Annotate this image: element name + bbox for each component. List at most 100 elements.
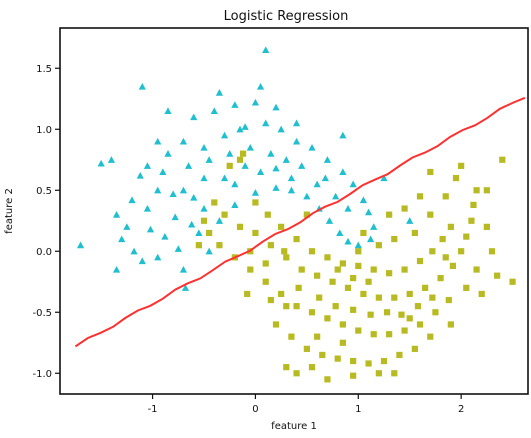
class-1-point	[411, 229, 418, 237]
class-0-point	[292, 119, 301, 127]
class-1-point	[334, 355, 341, 362]
class-0-point	[210, 107, 218, 115]
class-0-point	[282, 156, 290, 163]
class-1-point	[386, 331, 393, 338]
class-1-point	[401, 327, 408, 334]
class-0-point	[200, 204, 208, 212]
chart-title: Logistic Regression	[224, 9, 349, 24]
class-1-point	[449, 262, 457, 269]
class-0-point	[112, 265, 121, 273]
class-1-point	[499, 156, 506, 163]
y-tick-label: 1.0	[36, 125, 52, 136]
class-0-point	[159, 168, 167, 176]
class-1-point	[236, 156, 244, 163]
class-1-point	[329, 278, 336, 285]
class-1-point	[206, 229, 213, 237]
class-1-point	[324, 315, 331, 322]
class-0-point	[272, 103, 280, 111]
class-0-point	[303, 192, 311, 200]
class-0-point	[246, 143, 254, 151]
class-0-point	[215, 217, 224, 224]
class-1-point	[303, 345, 310, 352]
class-1-point	[452, 174, 460, 182]
class-1-point	[365, 360, 372, 367]
class-1-point	[267, 296, 274, 304]
class-0-point	[161, 233, 169, 240]
class-0-point	[226, 150, 234, 157]
class-0-point	[287, 174, 296, 182]
class-0-point	[181, 284, 190, 291]
class-0-point	[215, 89, 224, 96]
y-tick-label: 0.5	[36, 186, 52, 197]
class-0-point	[179, 265, 188, 273]
class-0-point	[138, 257, 146, 265]
class-1-point	[316, 294, 323, 301]
class-1-point	[370, 331, 377, 338]
class-1-point	[458, 248, 465, 255]
class-1-point	[429, 294, 436, 301]
class-1-point	[398, 311, 405, 318]
class-0-point	[256, 82, 265, 90]
class-1-point	[262, 278, 269, 285]
class-1-point	[478, 290, 485, 298]
class-0-point	[143, 162, 152, 169]
class-0-point	[123, 223, 131, 230]
class-1-point	[350, 275, 357, 282]
class-1-point	[391, 235, 398, 243]
class-0-point	[200, 143, 208, 151]
class-1-point	[463, 233, 470, 240]
class-1-point	[411, 345, 418, 352]
class-1-point	[355, 327, 362, 334]
class-0-point	[128, 196, 136, 204]
class-1-point	[406, 290, 413, 298]
class-1-point	[365, 278, 372, 285]
class-1-point	[314, 333, 321, 340]
class-1-point	[272, 321, 280, 328]
class-1-point	[427, 168, 434, 176]
class-0-point	[200, 174, 208, 182]
class-1-point	[416, 257, 424, 265]
class-1-point	[355, 262, 362, 269]
class-1-point	[429, 248, 436, 255]
class-1-point	[298, 266, 305, 273]
class-1-point	[360, 229, 367, 237]
class-0-point	[231, 180, 239, 188]
class-1-point	[334, 266, 341, 273]
class-0-point	[367, 235, 375, 243]
class-0-point	[97, 159, 105, 167]
class-0-point	[171, 213, 179, 221]
class-1-point	[350, 306, 357, 313]
class-1-point	[339, 339, 346, 346]
class-1-point	[236, 223, 244, 230]
class-0-point	[292, 137, 301, 145]
class-1-point	[473, 187, 480, 194]
class-1-point	[509, 278, 516, 285]
class-1-point	[406, 315, 413, 322]
class-1-point	[442, 193, 449, 200]
class-1-point	[283, 303, 290, 310]
class-0-point	[76, 241, 85, 249]
class-0-point	[277, 125, 285, 133]
class-1-point	[226, 162, 233, 169]
class-1-point	[391, 370, 398, 377]
class-0-point	[136, 172, 144, 179]
class-0-point	[169, 190, 177, 197]
class-1-point	[200, 217, 208, 224]
class-1-point	[458, 162, 465, 169]
class-1-point	[211, 199, 218, 206]
x-tick-label: -1	[148, 404, 158, 415]
class-0-point	[336, 229, 344, 237]
class-1-point	[339, 260, 346, 267]
class-1-point	[437, 275, 444, 282]
class-0-point	[154, 186, 162, 194]
class-1-point	[293, 303, 300, 310]
class-0-point	[272, 164, 280, 172]
decision-boundary-line	[74, 96, 526, 348]
class-1-point	[375, 294, 382, 301]
class-1-point	[288, 333, 295, 340]
class-1-point	[324, 254, 331, 261]
class-1-point	[414, 303, 422, 310]
class-0-point	[344, 204, 352, 212]
class-0-point	[184, 162, 193, 169]
